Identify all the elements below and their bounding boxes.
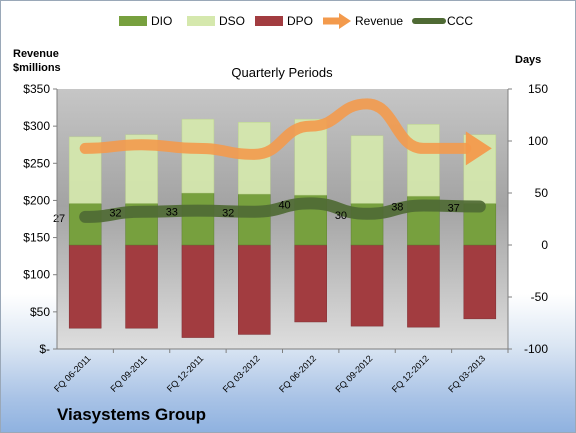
left-tick-label: $150 xyxy=(23,231,50,245)
bar-dso xyxy=(181,118,215,194)
company-name: Viasystems Group xyxy=(57,405,206,424)
x-tick-label: FQ 12-2011 xyxy=(165,353,206,394)
bar-dpo xyxy=(407,244,440,328)
legend-label-dpo: DPO xyxy=(287,14,313,28)
left-tick-label: $250 xyxy=(23,156,50,170)
left-tick-label: $200 xyxy=(23,193,50,207)
ccc-data-label: 40 xyxy=(278,199,290,211)
left-tick-label: $100 xyxy=(23,268,50,282)
bar-dpo xyxy=(350,244,384,327)
legend-swatch-dpo xyxy=(255,16,283,26)
bar-dpo xyxy=(463,244,497,320)
legend-label-ccc: CCC xyxy=(447,14,473,28)
right-tick-label: 0 xyxy=(541,238,548,252)
bar-dpo xyxy=(125,244,158,329)
legend-swatch-revenue xyxy=(323,13,351,29)
right-tick-label: 100 xyxy=(528,134,548,148)
x-tick-label: FQ 12-2012 xyxy=(390,353,431,394)
left-tick-label: $- xyxy=(39,342,50,356)
legend: DIO DSO DPO Revenue CCC xyxy=(119,13,473,29)
x-tick-label: FQ 06-2011 xyxy=(52,353,93,394)
ccc-data-label: 33 xyxy=(166,207,178,219)
ccc-data-label: 32 xyxy=(222,208,234,220)
revenue-arrowhead xyxy=(465,131,492,166)
left-tick-label: $350 xyxy=(23,82,50,96)
right-tick-label: 150 xyxy=(528,82,548,96)
x-tick-label: FQ 06-2012 xyxy=(277,353,318,394)
revenue-line xyxy=(79,98,472,160)
left-tick-label: $50 xyxy=(30,305,50,319)
legend-swatch-dio xyxy=(119,16,147,26)
bar-dio xyxy=(181,192,215,246)
x-tick-label: FQ 09-2011 xyxy=(108,353,149,394)
left-axis-label-line1: Revenue xyxy=(13,48,59,60)
x-tick-label: FQ 03-2013 xyxy=(446,353,487,394)
ccc-data-label: 38 xyxy=(391,201,403,213)
ccc-layer: 27 32 33 32 40 30 38 37 xyxy=(53,197,486,225)
ccc-data-label: 32 xyxy=(109,208,121,220)
bar-dso xyxy=(350,135,384,204)
left-tick-label: $300 xyxy=(23,119,50,133)
right-tick-label: -50 xyxy=(531,290,549,304)
x-tick-label: FQ 03-2012 xyxy=(221,353,262,394)
bars-layer xyxy=(68,118,497,338)
legend-label-dio: DIO xyxy=(151,14,172,28)
ccc-data-label: 37 xyxy=(448,203,460,215)
left-axis-label-line2: $millions xyxy=(13,62,61,74)
revenue-layer xyxy=(79,98,492,166)
legend-label-revenue: Revenue xyxy=(355,14,403,28)
x-tick-label: FQ 09-2012 xyxy=(333,353,374,394)
ccc-line xyxy=(79,197,486,223)
bar-dio xyxy=(238,193,271,246)
plot-area xyxy=(57,89,508,349)
ccc-data-label: 30 xyxy=(335,210,347,222)
legend-swatch-dso xyxy=(187,16,215,26)
right-tick-label: 50 xyxy=(535,186,549,200)
right-axis-label: Days xyxy=(515,54,541,66)
right-tick-label: -100 xyxy=(524,342,548,356)
bar-dpo xyxy=(181,244,215,338)
bar-dso xyxy=(407,124,440,197)
bar-dpo xyxy=(238,244,271,335)
legend-label-dso: DSO xyxy=(219,14,245,28)
bar-dpo xyxy=(294,244,327,323)
bar-dio xyxy=(68,203,102,246)
chart-title: Quarterly Periods xyxy=(231,65,333,80)
ccc-data-label: 27 xyxy=(53,213,65,225)
bar-dpo xyxy=(68,244,102,329)
